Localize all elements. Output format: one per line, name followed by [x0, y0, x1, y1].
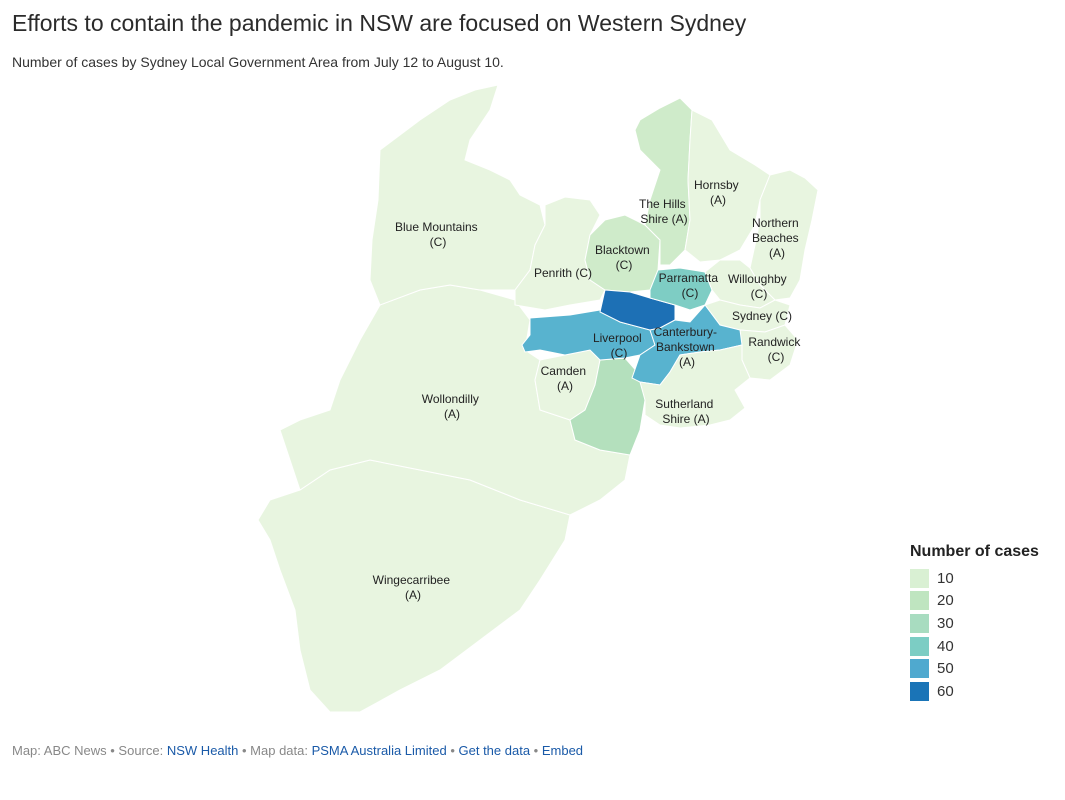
label-randwick: Randwick (C) [748, 335, 803, 364]
legend-swatch [910, 636, 929, 656]
map-title: Efforts to contain the pandemic in NSW a… [12, 10, 747, 36]
legend-label: 10 [937, 569, 954, 587]
label-parramatta: Parramatta (C) [659, 271, 722, 300]
source-link[interactable]: NSW Health [166, 743, 239, 758]
legend-item: 20 [910, 590, 1039, 613]
legend-label: 60 [937, 682, 954, 700]
lga-the-hills[interactable] [634, 97, 693, 266]
map-subtitle: Number of cases by Sydney Local Governme… [12, 54, 504, 70]
label-camden: Camden (A) [541, 364, 590, 393]
label-northern-beaches: Northern Beaches (A) [752, 216, 802, 260]
legend-item: 50 [910, 657, 1039, 680]
legend-label: 20 [937, 592, 954, 610]
legend-swatch [910, 659, 929, 679]
legend-label: 50 [937, 660, 954, 678]
lga-blue-mountains[interactable] [369, 84, 546, 306]
legend-item: 60 [910, 680, 1039, 703]
choropleth-map: Blue Mountains (C) Penrith (C) Blacktown… [257, 84, 819, 713]
label-liverpool: Liverpool (C) [593, 331, 645, 360]
footer-separator: • Source: [106, 743, 167, 758]
footer-separator: • [530, 743, 542, 758]
label-penrith: Penrith (C) [534, 266, 592, 280]
label-blue-mountains: Blue Mountains (C) [395, 220, 481, 249]
legend: Number of cases 10 20 30 40 50 60 [910, 543, 1039, 703]
lga-hornsby[interactable] [684, 109, 771, 263]
lga-penrith[interactable] [514, 196, 606, 311]
region-labels: Blue Mountains (C) Penrith (C) Blacktown… [373, 178, 803, 602]
embed-link[interactable]: Embed [541, 743, 584, 758]
legend-item: 40 [910, 635, 1039, 658]
legend-swatch [910, 568, 929, 588]
legend-title: Number of cases [910, 543, 1039, 560]
map-data-link[interactable]: PSMA Australia Limited [311, 743, 447, 758]
legend-item: 30 [910, 612, 1039, 635]
lga-northern-beaches[interactable] [749, 169, 819, 301]
label-sydney: Sydney (C) [732, 309, 792, 323]
legend-label: 30 [937, 614, 954, 632]
label-willoughby: Willoughby (C) [728, 272, 790, 301]
lga-sutherland[interactable] [639, 344, 751, 429]
legend-swatch [910, 681, 929, 701]
lga-wollondilly[interactable] [279, 284, 631, 516]
label-canterbury-bankstown: Canterbury- Bankstown (A) [654, 325, 721, 369]
get-data-link[interactable]: Get the data [458, 743, 531, 758]
label-blacktown: Blacktown (C) [595, 243, 653, 272]
footer-separator: • Map data: [238, 743, 312, 758]
lga-parramatta[interactable] [649, 267, 713, 311]
map-credit: Map: ABC News [12, 743, 107, 758]
footer-separator: • [446, 743, 459, 758]
legend-item: 10 [910, 567, 1039, 590]
legend-label: 40 [937, 637, 954, 655]
legend-swatch [910, 613, 929, 633]
legend-swatch [910, 591, 929, 611]
label-sutherland: Sutherland Shire (A) [655, 397, 716, 426]
label-wingecarribee: Wingecarribee (A) [373, 573, 454, 602]
label-the-hills: The Hills Shire (A) [639, 197, 689, 226]
footer: Map: ABC News • Source: NSW Health • Map… [12, 743, 583, 758]
label-hornsby: Hornsby (A) [694, 178, 742, 207]
label-wollondilly: Wollondilly (A) [422, 392, 482, 421]
